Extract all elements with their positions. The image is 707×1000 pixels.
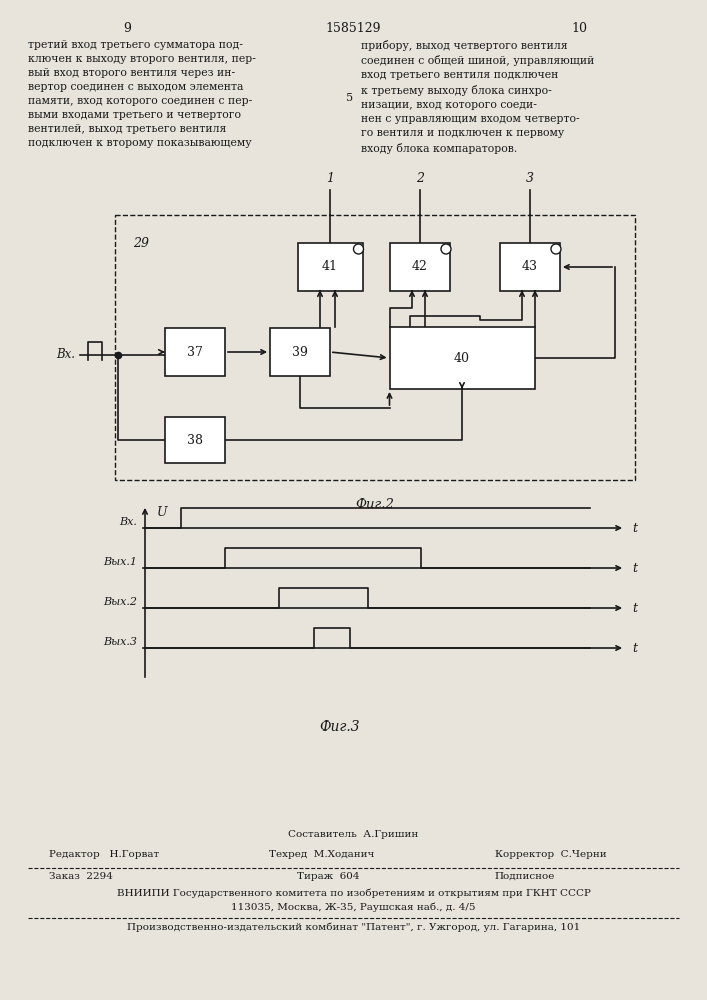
Bar <box>270 328 330 376</box>
Bar <box>115 215 635 480</box>
Text: 37: 37 <box>187 346 203 359</box>
Text: 40: 40 <box>454 352 470 364</box>
Text: прибору, выход четвертого вентиля
соединен с общей шиной, управляющий
вход треть: прибору, выход четвертого вентиля соедин… <box>361 40 594 153</box>
Text: 2: 2 <box>416 172 424 185</box>
Text: t: t <box>632 562 637 574</box>
Text: Редактор   Н.Горват: Редактор Н.Горват <box>49 850 160 859</box>
Text: Вых.3: Вых.3 <box>103 637 137 647</box>
Text: Вых.1: Вых.1 <box>103 557 137 567</box>
Text: ВНИИПИ Государственного комитета по изобретениям и открытиям при ГКНТ СССР: ВНИИПИ Государственного комитета по изоб… <box>117 888 590 898</box>
Text: Вх.: Вх. <box>119 517 137 527</box>
Text: третий вход третьего сумматора под-
ключен к выходу второго вентиля, пер-
вый вх: третий вход третьего сумматора под- ключ… <box>28 40 256 148</box>
Bar <box>390 327 534 389</box>
Text: 1585129: 1585129 <box>326 22 381 35</box>
Text: U: U <box>157 506 168 518</box>
Text: 3: 3 <box>526 172 534 185</box>
Circle shape <box>441 244 451 254</box>
Bar <box>298 243 363 291</box>
Text: 5: 5 <box>346 93 354 103</box>
Text: Вых.2: Вых.2 <box>103 597 137 607</box>
Bar <box>500 243 560 291</box>
Text: 41: 41 <box>322 260 338 273</box>
Text: 42: 42 <box>412 260 428 273</box>
Text: 39: 39 <box>292 346 308 359</box>
Bar <box>165 417 225 463</box>
Text: Фиг.3: Фиг.3 <box>319 720 360 734</box>
Text: Техред  М.Хoданич: Техред М.Хoданич <box>269 850 374 859</box>
Text: 43: 43 <box>522 260 538 273</box>
Text: Подписное: Подписное <box>495 872 555 881</box>
Text: t: t <box>632 642 637 654</box>
Circle shape <box>551 244 561 254</box>
Text: 38: 38 <box>187 434 203 446</box>
Text: Фиг.2: Фиг.2 <box>356 498 395 511</box>
Text: t: t <box>632 601 637 614</box>
Text: 9: 9 <box>123 22 132 35</box>
Text: Тираж  604: Тираж 604 <box>297 872 359 881</box>
Text: 1: 1 <box>326 172 334 185</box>
Circle shape <box>354 244 363 254</box>
Text: Вх.: Вх. <box>56 349 75 361</box>
Text: Заказ  2294: Заказ 2294 <box>49 872 113 881</box>
Text: Корректор  С.Черни: Корректор С.Черни <box>495 850 607 859</box>
Text: 113035, Москва, Ж-35, Раушская наб., д. 4/5: 113035, Москва, Ж-35, Раушская наб., д. … <box>231 902 476 912</box>
Text: t: t <box>632 522 637 534</box>
Text: 10: 10 <box>572 22 588 35</box>
Bar <box>165 328 225 376</box>
Text: Производственно-издательский комбинат "Патент", г. Ужгород, ул. Гагарина, 101: Производственно-издательский комбинат "П… <box>127 922 580 932</box>
Text: 29: 29 <box>133 237 149 250</box>
Text: Составитель  А.Гришин: Составитель А.Гришин <box>288 830 419 839</box>
Bar <box>390 243 450 291</box>
